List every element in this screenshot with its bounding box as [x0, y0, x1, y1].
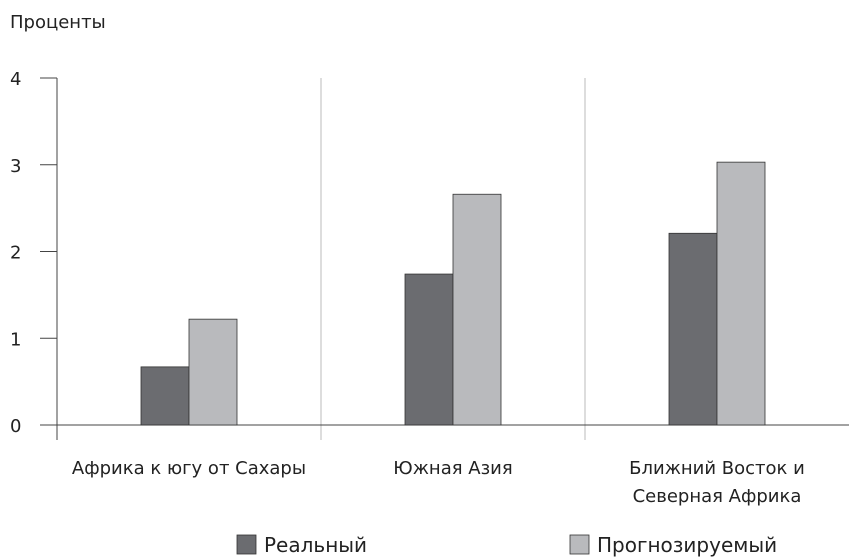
y-tick-label: 1: [10, 329, 21, 350]
y-tick-label: 4: [10, 69, 21, 90]
x-tick-label: Южная Азия: [393, 458, 512, 479]
bar: [140, 366, 190, 426]
bar: [716, 161, 766, 426]
y-tick-label: 2: [10, 243, 21, 264]
legend-label: Прогнозируемый: [597, 533, 777, 557]
y-tick-label: 0: [10, 416, 21, 437]
bar: [452, 193, 502, 426]
legend-swatch: [569, 534, 590, 555]
legend-swatch: [236, 534, 257, 555]
bar: [188, 318, 238, 426]
y-tick-label: 3: [10, 156, 21, 177]
x-tick-label: Африка к югу от Сахары: [72, 458, 306, 479]
bar: [404, 273, 454, 426]
bar: [668, 232, 718, 426]
x-tick-label: Ближний Восток и Северная Африка: [629, 458, 805, 507]
y-axis-label: Проценты: [10, 12, 106, 33]
legend-label: Реальный: [264, 533, 367, 557]
